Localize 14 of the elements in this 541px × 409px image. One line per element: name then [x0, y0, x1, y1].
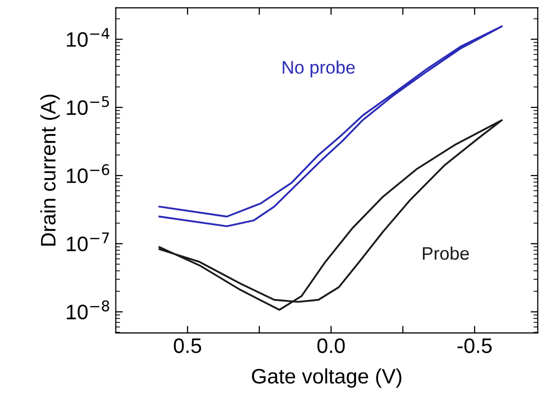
series-label: No probe: [282, 60, 355, 78]
y-tick-label: 10$^{−6}$: [66, 164, 110, 184]
x-tick-label: 0.5: [174, 338, 202, 354]
x-tick-label: 0.0: [317, 338, 345, 354]
y-tick-label: 10$^{−7}$: [66, 232, 109, 252]
text: Probe: [422, 246, 469, 260]
line-series: [158, 119, 503, 311]
y-tick-label: 10$^{−4}$: [66, 28, 110, 47]
x-tick-label: -0.5: [458, 338, 492, 354]
y-tick-label: 10$^{−8}$: [66, 300, 110, 320]
y-axis-title: Drain current (A): [40, 94, 60, 246]
y-tick-label: 10$^{−5}$: [66, 96, 109, 116]
x-axis-title: Gate voltage (V): [252, 368, 402, 388]
line-series: [158, 25, 503, 228]
